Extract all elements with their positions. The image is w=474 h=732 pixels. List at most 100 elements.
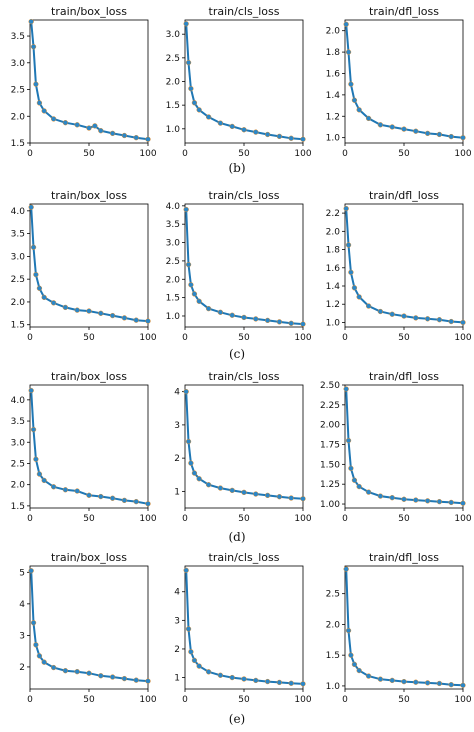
- data-point: [196, 107, 202, 113]
- x-tick-label: 0: [27, 695, 33, 705]
- data-point: [50, 116, 57, 122]
- chart-title: train/cls_loss: [209, 189, 280, 202]
- data-point: [36, 471, 43, 477]
- chart-panel-11: train/cls_loss 0 50 100 1 2 3 4: [174, 551, 312, 705]
- series-line: [185, 391, 304, 500]
- plot-frame: [184, 384, 304, 509]
- y-tick-label: 1.6: [326, 264, 341, 274]
- data-point: [343, 386, 349, 392]
- x-tick-label: 100: [139, 514, 156, 524]
- y-tick-label: 2.5: [326, 590, 340, 600]
- data-point: [365, 673, 372, 679]
- chart-title: train/dfl_loss: [369, 551, 439, 564]
- y-tick-label: 3.5: [11, 32, 25, 42]
- data-point: [196, 298, 202, 304]
- x-tick-label: 0: [342, 514, 348, 524]
- plot-frame: [344, 203, 464, 328]
- x-tick-label: 0: [182, 514, 188, 524]
- data-point: [30, 426, 37, 433]
- data-point: [185, 59, 192, 66]
- data-point: [145, 318, 151, 324]
- y-tick-label: 2.5: [11, 459, 25, 469]
- data-point: [377, 493, 384, 499]
- data-point: [253, 677, 259, 684]
- series-line: [185, 23, 304, 141]
- data-point: [33, 642, 39, 648]
- data-point: [460, 682, 466, 688]
- data-point: [109, 674, 116, 680]
- data-point: [448, 682, 454, 688]
- x-tick-label: 0: [182, 149, 188, 159]
- data-point: [185, 261, 192, 268]
- series-line: [30, 207, 149, 323]
- y-tick-label: 4: [19, 600, 25, 610]
- data-point: [98, 128, 104, 134]
- x-tick-label: 50: [398, 514, 410, 524]
- data-point: [448, 133, 454, 140]
- x-tick-label: 0: [342, 149, 348, 159]
- y-tick-label: 2.0: [11, 112, 26, 122]
- data-point: [121, 315, 128, 321]
- y-tick-label: 3.5: [11, 417, 25, 427]
- data-point: [389, 124, 395, 130]
- data-point: [41, 108, 47, 114]
- series-line: [185, 570, 304, 685]
- data-point: [300, 681, 306, 687]
- x-tick-label: 0: [27, 514, 33, 524]
- series-line: [345, 569, 464, 687]
- data-point: [188, 85, 194, 92]
- data-point: [276, 133, 283, 140]
- data-point: [41, 659, 47, 665]
- data-point: [41, 294, 47, 301]
- y-tick-label: 1.8: [326, 48, 341, 58]
- chart-panel-1: train/box_loss 0 50 100 1.5 2.0 2.5 3.0 3.5: [11, 5, 157, 159]
- x-tick-label: 100: [454, 695, 471, 705]
- y-tick-label: 2.5: [166, 257, 180, 267]
- plot-frame: [344, 19, 464, 144]
- series-line: [30, 570, 149, 683]
- x-tick-label: 50: [83, 514, 95, 524]
- data-point: [413, 679, 419, 685]
- data-point: [351, 285, 358, 291]
- data-point: [436, 499, 443, 505]
- y-tick-label: 1.5: [11, 502, 25, 512]
- data-point: [36, 100, 43, 106]
- y-tick-label: 2.5: [166, 54, 180, 64]
- data-point: [62, 668, 69, 674]
- data-point: [351, 661, 358, 668]
- data-point: [30, 244, 37, 250]
- data-point: [356, 483, 362, 490]
- data-point: [229, 674, 235, 681]
- data-point: [401, 126, 407, 132]
- y-tick-label: 3.0: [11, 252, 26, 262]
- y-tick-label: 3.5: [11, 230, 25, 240]
- data-point: [41, 477, 47, 484]
- data-point: [389, 311, 395, 317]
- data-point: [133, 135, 139, 141]
- data-point: [356, 107, 362, 113]
- y-tick-label: 2.50: [320, 381, 340, 391]
- data-point: [264, 317, 271, 324]
- data-point: [86, 308, 92, 314]
- data-point: [389, 677, 395, 684]
- data-point: [241, 676, 247, 682]
- data-point: [229, 312, 235, 318]
- x-tick-label: 50: [83, 333, 95, 343]
- data-point: [229, 487, 235, 494]
- series-line: [185, 209, 304, 326]
- x-tick-label: 100: [454, 514, 471, 524]
- data-point: [460, 135, 466, 141]
- x-tick-label: 100: [294, 149, 311, 159]
- x-tick-label: 100: [294, 333, 311, 343]
- data-point: [300, 496, 306, 502]
- x-tick-label: 0: [182, 333, 188, 343]
- data-point: [343, 21, 349, 27]
- y-tick-label: 1.0: [166, 312, 181, 322]
- data-point: [401, 496, 407, 502]
- data-point: [185, 438, 192, 445]
- chart-title: train/box_loss: [51, 189, 127, 202]
- data-point: [145, 678, 151, 684]
- y-tick-label: 4.0: [11, 396, 26, 406]
- data-point: [377, 676, 384, 682]
- x-tick-label: 100: [294, 695, 311, 705]
